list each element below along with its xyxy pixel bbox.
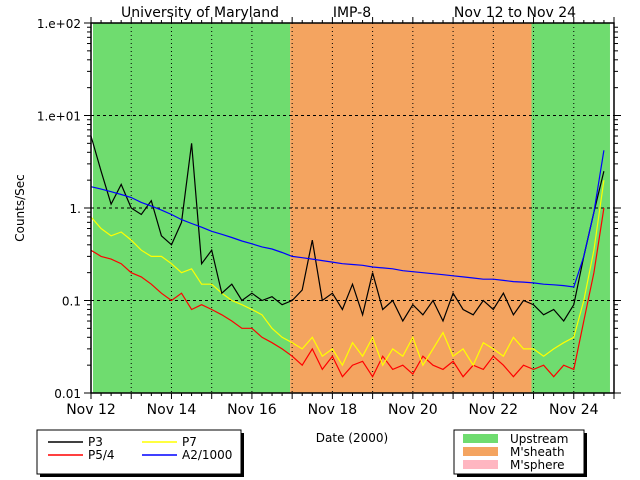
y-axis-label: Counts/Sec bbox=[13, 174, 27, 242]
series-lines bbox=[90, 135, 605, 378]
series-line-a21000 bbox=[90, 150, 605, 288]
chart-title: University of Maryland IMP-8 Nov 12 to N… bbox=[121, 5, 576, 21]
x-tick-label: Nov 22 bbox=[469, 402, 519, 418]
region-legend-swatch bbox=[463, 447, 498, 456]
series-line-p3 bbox=[90, 135, 605, 323]
x-tick-label: Nov 20 bbox=[388, 402, 438, 418]
region-legend-label: M'sheath bbox=[510, 445, 565, 459]
region-legend-swatch bbox=[463, 434, 498, 443]
legend-label: A2/1000 bbox=[182, 448, 232, 462]
series-line-p7 bbox=[90, 180, 605, 367]
legend-label: P3 bbox=[88, 435, 103, 449]
legend-label: P7 bbox=[182, 435, 197, 449]
region-legend-label: M'sphere bbox=[510, 458, 565, 472]
x-tick-label: Nov 24 bbox=[549, 402, 599, 418]
region-band-0 bbox=[93, 23, 291, 393]
x-tick-label: Nov 12 bbox=[66, 402, 116, 418]
series-line-p54 bbox=[90, 207, 605, 378]
region-legend-swatch bbox=[463, 460, 498, 469]
y-tick-label: 1.e+02 bbox=[37, 17, 81, 31]
region-legend-label: Upstream bbox=[510, 432, 568, 446]
y-tick-label: 1.e+01 bbox=[37, 110, 81, 124]
legend-label: P5/4 bbox=[88, 448, 115, 462]
title-date-range: Nov 12 to Nov 24 bbox=[454, 5, 576, 21]
x-tick-label: Nov 18 bbox=[308, 402, 358, 418]
y-tick-label: 0.01 bbox=[54, 387, 81, 401]
y-tick-label: 1. bbox=[70, 202, 81, 216]
x-axis-label: Date (2000) bbox=[316, 431, 388, 445]
x-tick-label: Nov 16 bbox=[227, 402, 277, 418]
y-tick-label: 0.1 bbox=[62, 295, 81, 309]
title-spacecraft: IMP-8 bbox=[333, 5, 371, 21]
grid-lines bbox=[91, 23, 614, 393]
x-tick-label: Nov 14 bbox=[147, 402, 197, 418]
title-institution: University of Maryland bbox=[121, 5, 279, 21]
